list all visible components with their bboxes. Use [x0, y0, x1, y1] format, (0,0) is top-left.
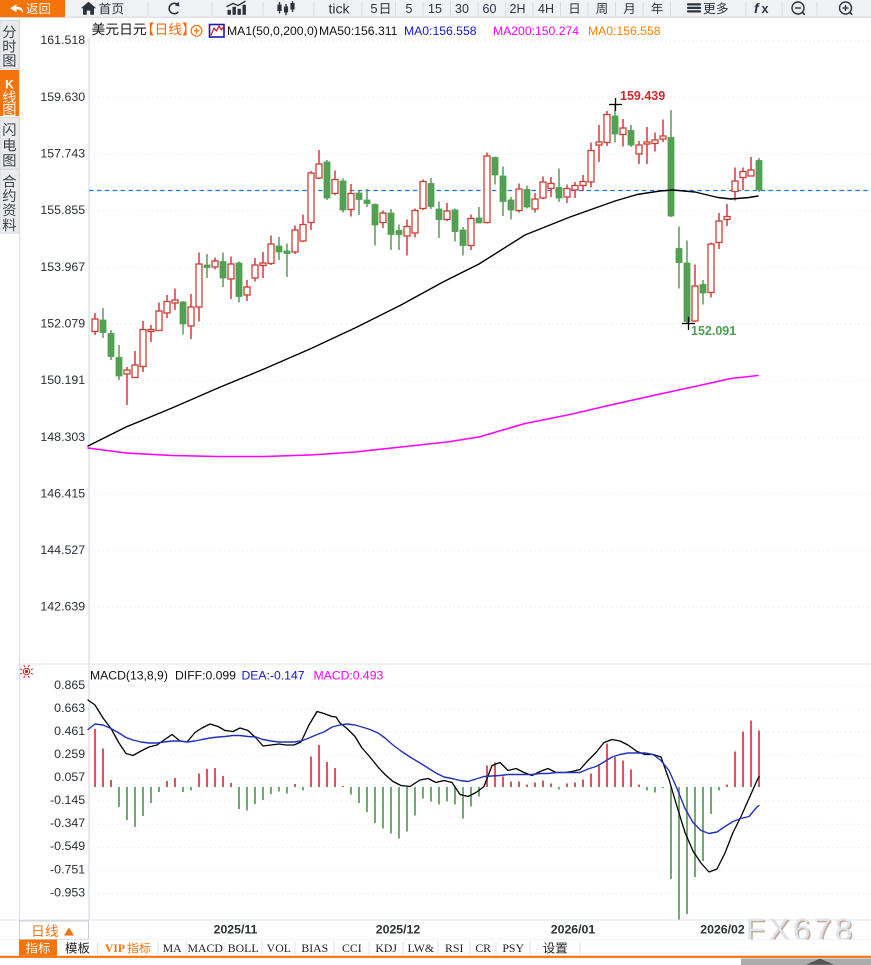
svg-text:146.415: 146.415 — [40, 486, 85, 500]
svg-text:MA1(50,0,200,0): MA1(50,0,200,0) — [227, 24, 318, 38]
svg-text:5: 5 — [370, 1, 377, 16]
svg-text:MACD: MACD — [187, 941, 223, 955]
svg-text:159.630: 159.630 — [40, 90, 85, 104]
svg-text:159.439: 159.439 — [620, 89, 665, 103]
svg-text:-0.145: -0.145 — [50, 793, 85, 807]
svg-text:x: x — [762, 2, 769, 16]
svg-text:5: 5 — [406, 2, 413, 16]
svg-text:2025/11: 2025/11 — [214, 923, 258, 937]
svg-text:MACD:0.493: MACD:0.493 — [314, 669, 384, 683]
svg-text:PSY: PSY — [502, 941, 524, 955]
svg-text:153.967: 153.967 — [40, 260, 85, 274]
svg-text:0.461: 0.461 — [54, 724, 85, 738]
svg-text:tick: tick — [329, 0, 351, 16]
svg-text:MA0:156.558: MA0:156.558 — [404, 24, 477, 38]
svg-text:DEA:-0.147: DEA:-0.147 — [242, 669, 305, 683]
svg-text:152.091: 152.091 — [691, 324, 736, 338]
svg-text:KDJ: KDJ — [375, 941, 397, 955]
svg-text:MA: MA — [163, 941, 182, 955]
svg-text:2H: 2H — [510, 2, 526, 16]
svg-text:MA200:150.274: MA200:150.274 — [493, 24, 579, 38]
svg-text:142.639: 142.639 — [40, 600, 85, 614]
svg-text:DIFF:0.099: DIFF:0.099 — [175, 669, 236, 683]
svg-text:144.527: 144.527 — [40, 543, 85, 557]
svg-text:0.865: 0.865 — [54, 678, 85, 692]
svg-text:2026/01: 2026/01 — [551, 923, 596, 937]
svg-text:148.303: 148.303 — [40, 430, 85, 444]
svg-text:RSI: RSI — [445, 941, 463, 955]
svg-text:4H: 4H — [538, 2, 554, 16]
svg-text:15: 15 — [428, 2, 442, 16]
svg-text:2026/02: 2026/02 — [700, 923, 745, 937]
svg-text:0.663: 0.663 — [54, 701, 85, 715]
svg-text:CR: CR — [475, 941, 491, 955]
svg-text:-0.549: -0.549 — [50, 839, 85, 853]
svg-text:VIP: VIP — [105, 942, 125, 955]
svg-text:f: f — [754, 0, 760, 16]
svg-text:BOLL: BOLL — [228, 941, 259, 955]
svg-text:157.743: 157.743 — [40, 147, 85, 161]
svg-text:VOL: VOL — [267, 941, 291, 955]
svg-text:0.259: 0.259 — [54, 747, 85, 761]
svg-text:MA50:156.311: MA50:156.311 — [319, 24, 398, 38]
svg-text:150.191: 150.191 — [40, 373, 85, 387]
svg-text:MACD(13,8,9): MACD(13,8,9) — [90, 669, 168, 683]
svg-text:-0.347: -0.347 — [50, 816, 85, 830]
svg-text:BIAS: BIAS — [301, 941, 328, 955]
svg-text:152.079: 152.079 — [40, 316, 85, 330]
svg-text:MA0:156.558: MA0:156.558 — [588, 24, 661, 38]
svg-text:-0.953: -0.953 — [50, 885, 85, 899]
svg-text:2025/12: 2025/12 — [376, 923, 421, 937]
svg-text:155.855: 155.855 — [40, 203, 85, 217]
svg-text:LW&: LW& — [407, 941, 434, 955]
svg-text:-0.751: -0.751 — [50, 862, 85, 876]
svg-text:161.518: 161.518 — [40, 33, 85, 47]
svg-text:CCI: CCI — [342, 941, 362, 955]
svg-text:K: K — [5, 77, 14, 91]
svg-text:0.057: 0.057 — [54, 770, 85, 784]
svg-text:60: 60 — [483, 2, 497, 16]
svg-text:30: 30 — [455, 2, 469, 16]
